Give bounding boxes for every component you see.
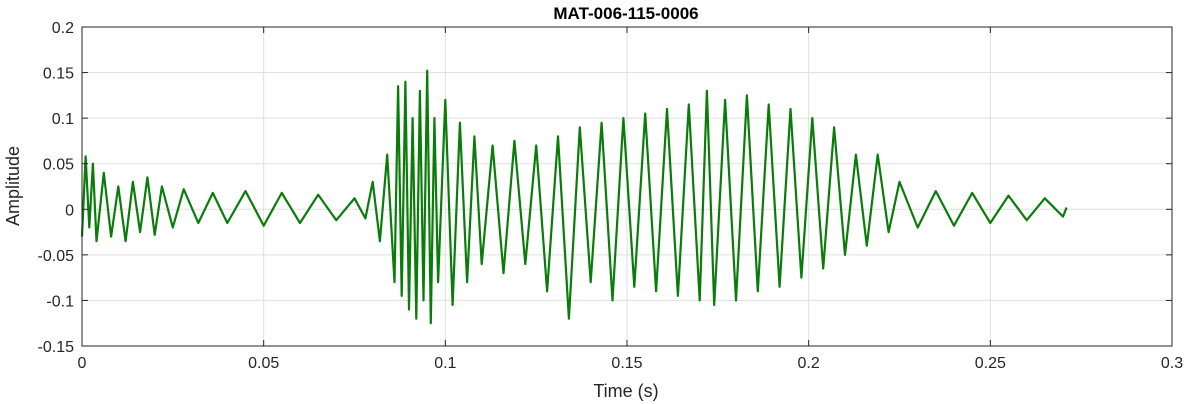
x-tick-label: 0.2 <box>798 355 820 372</box>
y-tick-label: 0.2 <box>52 20 74 37</box>
x-tick-label: 0.3 <box>1161 355 1183 372</box>
y-tick-label: -0.1 <box>46 293 74 310</box>
axis-ticks: 0 0.05 0.1 0.15 0.2 0.25 0.3 -0.15 -0.1 -0.05 0 0.0… <box>38 20 1184 372</box>
x-axis-label: Time (s) <box>593 381 658 401</box>
y-tick-label: 0.1 <box>52 111 74 128</box>
x-tick-label: 0.15 <box>611 355 642 372</box>
grid-lines <box>81 26 1173 347</box>
y-tick-label: 0.15 <box>43 66 74 83</box>
x-tick-label: 0 <box>78 355 87 372</box>
y-axis-label: Amplitude <box>3 146 23 226</box>
y-tick-label: 0.05 <box>43 157 74 174</box>
y-tick-label: 0 <box>65 202 74 219</box>
chart-title: MAT-006-115-0006 <box>553 4 698 23</box>
series-line-amplitude <box>80 69 1068 325</box>
y-tick-label: -0.15 <box>38 339 75 356</box>
y-tick-label: -0.05 <box>38 248 75 265</box>
x-tick-label: 0.25 <box>975 355 1006 372</box>
x-tick-label: 0.1 <box>434 355 456 372</box>
x-tick-label: 0.05 <box>248 355 279 372</box>
